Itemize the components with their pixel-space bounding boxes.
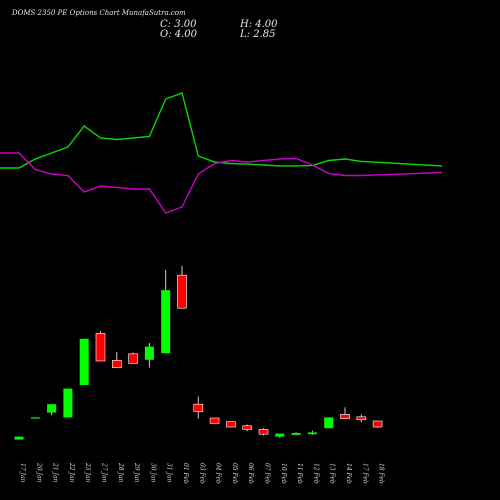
candle-body [258,429,269,435]
x-tick-label: 14 Feb [345,463,352,484]
candles [14,265,383,440]
x-tick-label: 27 Jan [101,462,108,483]
x-tick-label: 30 Jan [149,463,156,483]
candle-body [340,414,350,419]
x-tick-label: 21 Jan [52,462,59,483]
x-tick-label: 23 Jan [84,462,91,483]
candle-body [324,417,334,429]
x-tick-label: 17 Jan [19,463,26,483]
x-tick-label: 01 Feb [182,463,189,484]
candle-body [291,433,301,435]
candle-14 [242,424,252,432]
candle-19 [324,417,334,429]
candle-3 [63,388,73,418]
x-tick-label: 29 Jan [133,462,140,483]
candle-body [95,333,106,362]
candle-body [161,290,171,354]
candle-0 [14,436,24,440]
candle-2 [47,404,57,415]
chart-title: DOMS 2350 PE Options Chart MunafaSutra.c… [12,9,186,17]
candle-15 [258,428,269,436]
candle-12 [209,417,220,424]
x-tick-label: 04 Feb [215,463,222,484]
candle-22 [372,420,383,428]
candle-body [79,338,89,385]
candle-body [372,420,383,428]
candle-body [63,388,73,418]
x-tick-label: 13 Feb [329,463,336,484]
candle-body [47,404,57,413]
high-readout: H: 4.00 [240,19,278,30]
x-tick-label: 20 Jan [35,462,42,483]
low-readout: L: 2.85 [240,29,276,40]
x-tick-label: 07 Feb [264,463,271,484]
candle-body [14,436,24,440]
candle-4 [79,338,89,385]
candle-body [177,274,187,309]
candle-7 [128,352,138,364]
candle-body [193,403,204,412]
x-tick-label: 22 Jan [68,462,75,483]
candle-1 [30,417,40,419]
x-tick-label: 11 Feb [296,463,303,484]
candle-11 [193,396,204,419]
x-tick-label: 17 Feb [361,463,368,484]
indicator-line-magenta [0,152,443,214]
x-tick-label: 10 Feb [280,463,287,484]
candle-5 [95,331,106,362]
candle-6 [112,352,122,369]
candle-body [30,417,40,419]
candle-20 [340,407,350,420]
candle-body [226,421,236,428]
candle-body [144,346,154,360]
x-tick-label: 31 Jan [166,463,173,483]
x-tick-label: 12 Feb [312,463,319,484]
indicator-lines [0,92,443,214]
candle-13 [226,421,236,428]
x-tick-label: 03 Feb [198,463,205,484]
x-tick-label: 28 Jan [117,462,124,483]
candle-17 [291,432,301,436]
candle-body [112,360,122,368]
candle-10 [177,265,187,309]
candle-body [307,432,317,435]
candle-body [209,417,220,424]
candle-18 [307,430,317,435]
candle-body [356,416,367,421]
candle-body [242,425,252,430]
candle-body [128,353,138,364]
candle-16 [275,433,285,438]
candle-21 [356,414,367,423]
candle-body [275,433,285,437]
x-tick-label: 05 Feb [231,463,238,484]
close-readout: C: 3.00 [160,19,197,30]
open-readout: O: 4.00 [160,29,198,40]
candle-8 [144,343,154,368]
x-tick-label: 18 Feb [378,463,385,484]
x-axis-labels: 17 Jan 20 Jan 21 Jan 22 Jan 23 Jan 27 Jan 28 J… [19,462,385,484]
x-tick-label: 06 Feb [247,463,254,484]
candle-9 [161,269,171,354]
indicator-line-green [0,92,443,169]
